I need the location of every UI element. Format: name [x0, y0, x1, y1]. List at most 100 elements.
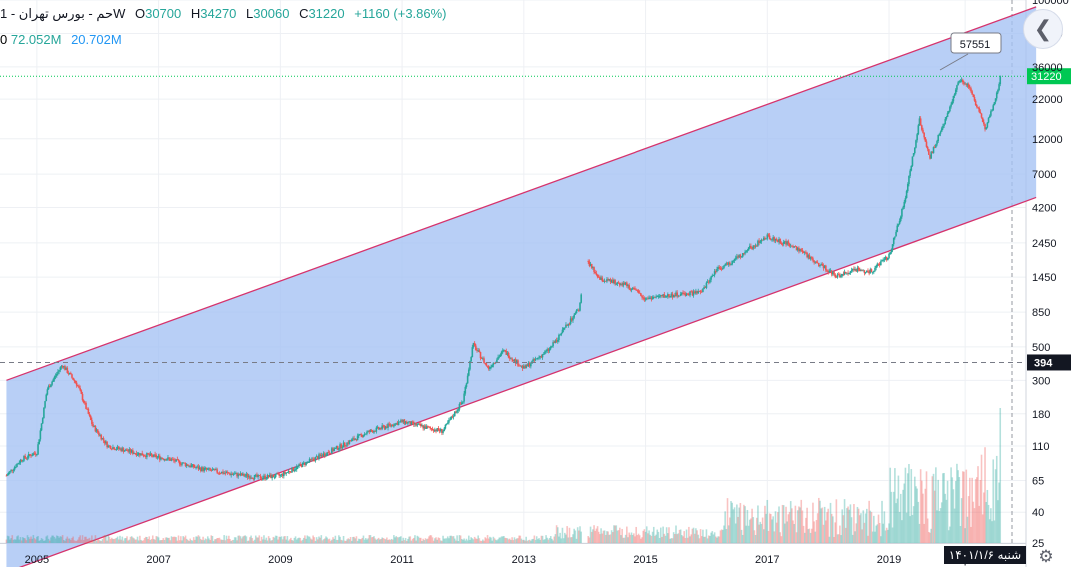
- candle-body: [849, 271, 852, 274]
- candle-body: [38, 439, 41, 445]
- candle-body: [93, 425, 96, 427]
- volume-bar: [580, 531, 582, 543]
- candle-body: [163, 459, 166, 460]
- horizontal-level-label: 394: [1034, 357, 1053, 369]
- volume-bar: [978, 505, 980, 543]
- candle-body: [74, 380, 77, 383]
- volume-bar: [864, 513, 867, 543]
- x-tick-label: 2007: [146, 554, 170, 566]
- volume-bar: [929, 532, 931, 543]
- candle-body: [470, 357, 472, 361]
- candle-body: [942, 126, 944, 129]
- candle-body: [232, 474, 235, 476]
- candle-body: [712, 275, 715, 276]
- candle-body: [328, 452, 331, 454]
- candle-body: [733, 258, 736, 261]
- candle-body: [36, 454, 38, 456]
- volume-bar: [430, 535, 433, 543]
- candle-body: [731, 260, 733, 265]
- volume-bar: [703, 536, 705, 543]
- volume-bar: [971, 477, 973, 543]
- volume-bar: [870, 512, 873, 543]
- candle-body: [839, 274, 841, 278]
- candle-body: [682, 292, 684, 294]
- candle-body: [840, 275, 842, 278]
- volume-bar: [472, 539, 475, 543]
- volume-bar: [841, 509, 844, 543]
- candle-body: [210, 469, 213, 471]
- candle-body: [387, 423, 389, 428]
- candle-body: [340, 444, 343, 449]
- candle-body: [423, 426, 426, 429]
- volume-bar: [551, 538, 553, 543]
- volume-bar: [73, 540, 76, 543]
- candle-body: [445, 423, 448, 425]
- candle-body: [864, 272, 867, 274]
- volume-bar: [609, 534, 612, 543]
- candle-body: [861, 270, 863, 272]
- candle-body: [737, 256, 739, 258]
- candle-body: [504, 350, 506, 352]
- candle-body: [259, 475, 262, 479]
- candle-body: [382, 425, 385, 427]
- candle-body: [10, 469, 12, 472]
- volume-bar: [260, 536, 263, 543]
- candle-body: [155, 455, 158, 458]
- candle-body: [318, 454, 320, 459]
- volume-bar: [237, 535, 240, 543]
- volume-bar: [508, 538, 511, 543]
- volume-bar: [155, 536, 158, 543]
- candle-body: [78, 385, 80, 388]
- volume-bar: [47, 538, 50, 543]
- volume-bar: [949, 526, 951, 543]
- candle-body: [999, 76, 1002, 85]
- symbol-title[interactable]: حم - بورس تهران - 1W: [0, 6, 126, 21]
- candle-body: [178, 460, 181, 465]
- volume-bar: [791, 508, 793, 543]
- volume-bar: [676, 534, 678, 543]
- candle-body: [658, 295, 661, 297]
- candle-body: [491, 365, 494, 368]
- candle-body: [325, 455, 327, 457]
- settings-button[interactable]: ⚙: [1036, 547, 1056, 567]
- candle-body: [815, 261, 818, 263]
- volume-bar: [863, 522, 866, 543]
- volume-bar: [624, 534, 627, 543]
- candle-body: [993, 102, 996, 106]
- volume-bar: [999, 408, 1002, 543]
- candle-body: [940, 128, 943, 132]
- volume-bar: [693, 533, 696, 543]
- volume-bar: [55, 535, 58, 543]
- volume-bar: [877, 514, 880, 543]
- volume-bar: [390, 538, 393, 543]
- candle-body: [705, 282, 708, 288]
- volume-bar: [788, 511, 791, 543]
- candle-body: [226, 472, 229, 474]
- volume-bar: [825, 520, 827, 543]
- volume-bar: [120, 539, 122, 543]
- volume-bar: [795, 532, 798, 543]
- candle-body: [464, 386, 467, 394]
- volume-bar: [189, 538, 192, 543]
- volume-bar: [699, 529, 702, 543]
- candle-body: [402, 419, 405, 422]
- volume-bar: [544, 539, 546, 543]
- candle-body: [692, 291, 695, 296]
- candle-body: [781, 243, 784, 245]
- candle-body: [498, 356, 501, 358]
- candle-body: [235, 472, 237, 474]
- volume-bar: [181, 540, 183, 543]
- candle-body: [871, 271, 874, 273]
- volume-bar: [357, 538, 360, 543]
- volume-bar: [911, 514, 914, 543]
- volume-bar: [546, 537, 549, 543]
- candle-body: [108, 445, 111, 447]
- volume-bar: [883, 511, 886, 543]
- candle-body: [562, 328, 565, 330]
- volume-bar: [355, 536, 358, 543]
- back-button[interactable]: ❮: [1023, 9, 1063, 49]
- candle-body: [68, 373, 71, 374]
- volume-bar: [129, 536, 132, 543]
- candle-body: [764, 237, 766, 240]
